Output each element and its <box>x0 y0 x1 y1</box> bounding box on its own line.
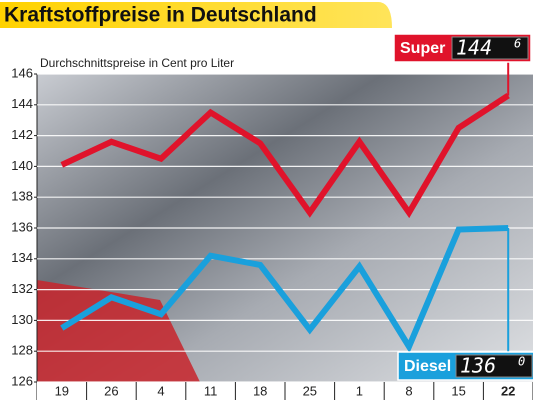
x-tick-label: 18 <box>253 383 267 398</box>
series-line <box>60 225 509 354</box>
x-tick-label: 19 <box>55 383 69 398</box>
chart-title: Kraftstoffpreise in Deutschland <box>4 4 317 27</box>
x-tick-label: 15 <box>451 383 465 398</box>
x-tick-label: 8 <box>405 383 412 398</box>
x-tick-label: 11 <box>204 383 218 398</box>
badge-value: 144 <box>456 36 492 60</box>
y-tick-label: 130 <box>11 312 33 327</box>
y-tick-label: 134 <box>11 250 33 265</box>
y-tick-label: 132 <box>11 281 33 296</box>
legend-label: Super <box>400 40 445 57</box>
x-tick-label: 1 <box>356 383 363 398</box>
badge-decimal: 0 <box>518 355 525 369</box>
y-tick-label: 126 <box>11 373 33 388</box>
y-tick-label: 144 <box>11 96 33 111</box>
badge-decimal: 6 <box>514 37 521 51</box>
badge-value: 136 <box>460 354 496 378</box>
legend-label: Diesel <box>404 358 451 375</box>
badge-display <box>451 36 529 60</box>
y-tick-label: 128 <box>11 343 33 358</box>
x-tick-label: 22 <box>501 383 515 398</box>
subtitle: Durchschnittspreise in Cent pro Liter <box>40 56 234 70</box>
x-tick-label: 4 <box>157 383 164 398</box>
y-tick-label: 138 <box>11 189 33 204</box>
y-tick-label: 140 <box>11 158 33 173</box>
title-banner <box>0 2 392 28</box>
y-tick-label: 146 <box>11 65 33 80</box>
y-tick-label: 136 <box>11 219 33 234</box>
series-line <box>60 93 510 219</box>
x-tick-label: 25 <box>303 383 317 398</box>
photo-area <box>37 280 200 382</box>
x-tick-label: 26 <box>104 383 118 398</box>
y-tick-label: 142 <box>11 127 33 142</box>
badge-display <box>455 354 533 378</box>
